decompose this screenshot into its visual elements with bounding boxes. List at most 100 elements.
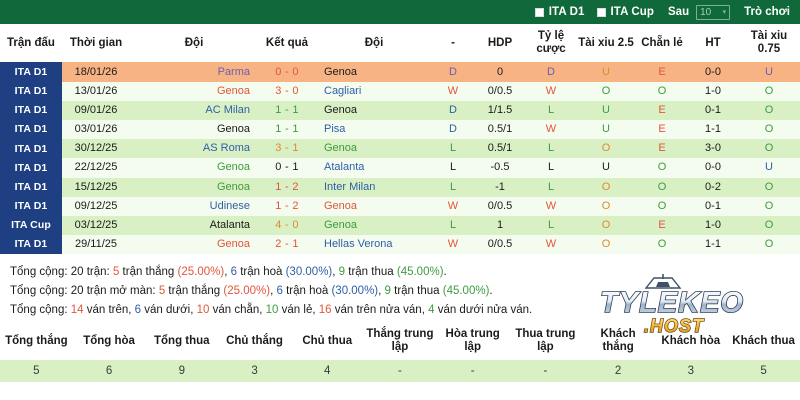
checkbox-icon[interactable]	[534, 7, 544, 17]
cell-ou075: O	[764, 142, 774, 155]
summary-segment: (45.00%)	[396, 266, 444, 279]
cell-odds: D	[547, 65, 555, 78]
col-ou25: Tài xiu 2.5	[576, 24, 636, 63]
summary-segment: trận hoà	[282, 284, 332, 297]
summary-segment: 9	[338, 266, 346, 279]
count-select[interactable]: 10 ▾	[696, 4, 731, 20]
cell-ou075: O	[764, 84, 774, 97]
cell-league: ITA D1	[0, 139, 62, 159]
summary-segment: (30.00%)	[331, 284, 379, 297]
cell-ht: 0-0	[705, 161, 721, 174]
filter-ita-cup[interactable]: ITA Cup	[596, 6, 655, 18]
cell-score: 1 - 1	[275, 123, 299, 136]
cell-time: 30/12/25	[74, 142, 118, 155]
summary-segment: (25.00%)	[223, 284, 271, 297]
count-select-value: 10	[700, 6, 712, 18]
cell-home-team: Udinese	[209, 199, 250, 212]
cell-home-team: Atalanta	[209, 219, 250, 232]
summary-segment: ,	[224, 266, 231, 279]
summary-segment: .	[443, 266, 447, 279]
cell-score: 3 - 0	[275, 84, 299, 97]
stats-col-header: Khách thua	[727, 322, 800, 361]
summary-segment: trận thua	[390, 284, 443, 297]
cell-odds: W	[545, 84, 557, 97]
cell-ht: 1-0	[705, 219, 721, 232]
cell-hdp: 0/0.5	[487, 238, 513, 251]
stats-col-header: Tổng thua	[145, 322, 219, 361]
summary-segment: (30.00%)	[285, 266, 333, 279]
cell-ou075: O	[764, 180, 774, 193]
col-away: Đội	[316, 24, 432, 63]
stats-value: -	[436, 360, 510, 383]
table-row[interactable]: ITA D1 09/01/26 AC Milan 1 - 1 Genoa D 1/1.5 L U…	[0, 100, 800, 120]
col-score: Kết quả	[258, 24, 316, 63]
summary-segment: ván dưới,	[141, 303, 197, 316]
cell-away-team: Genoa	[324, 199, 358, 212]
cell-result: W	[447, 199, 459, 212]
summary-segment: trận hoà	[237, 266, 286, 279]
table-row[interactable]: ITA D1 29/11/25 Genoa 2 - 1 Hellas Verona W 0/…	[0, 235, 800, 255]
table-row[interactable]: ITA D1 09/12/25 Udinese 1 - 2 Genoa W 0/0.5 W O O…	[0, 196, 800, 216]
cell-odds: L	[547, 180, 555, 193]
cell-result: L	[449, 142, 457, 155]
cell-home-team: Parma	[217, 65, 250, 78]
filter-ita-d1[interactable]: ITA D1	[534, 6, 585, 18]
cell-odds: L	[547, 103, 555, 116]
cell-odds: L	[547, 142, 555, 155]
cell-home-team: Genoa	[216, 123, 250, 136]
cell-time: 22/12/25	[74, 161, 118, 174]
cell-score: 3 - 1	[275, 142, 299, 155]
match-table-header: Trận đấu Thời gian Đội Kết quả Đội - HDP…	[0, 24, 800, 63]
summary-segment: trận thắng	[165, 284, 224, 297]
summary-segment: ván chẵn,	[209, 303, 266, 316]
cell-oddeven: O	[657, 199, 667, 212]
cell-time: 13/01/26	[74, 84, 118, 97]
cell-league: ITA Cup	[0, 215, 62, 236]
table-row[interactable]: ITA D1 15/12/25 Genoa 1 - 2 Inter Milan L -1 L O…	[0, 177, 800, 197]
cell-away-team: Cagliari	[324, 84, 362, 97]
checkbox-icon[interactable]	[596, 7, 606, 17]
summary-segment: ,	[270, 284, 277, 297]
cell-score: 2 - 1	[275, 238, 299, 251]
play-button[interactable]: Trò chơi	[744, 6, 790, 18]
cell-away-team: Genoa	[324, 65, 358, 78]
stats-value: -	[509, 360, 582, 383]
summary-segment: trận thua	[345, 266, 397, 279]
cell-oddeven: E	[658, 142, 666, 155]
toolbar: ITA D1 ITA Cup Sau 10 ▾ Trò chơi	[0, 0, 800, 24]
stats-value: 3	[218, 360, 291, 383]
stats-col-header: Tổng hòa	[72, 322, 146, 361]
cell-ou075: U	[765, 161, 773, 174]
stats-col-header: Hòa trung lập	[436, 322, 510, 361]
table-row[interactable]: ITA D1 30/12/25 AS Roma 3 - 1 Genoa L 0.5/1 L O E…	[0, 139, 800, 159]
table-row[interactable]: ITA D1 22/12/25 Genoa 0 - 1 Atalanta L -0.5 L U O…	[0, 158, 800, 178]
table-row[interactable]: ITA D1 03/01/26 Genoa 1 - 1 Pisa D 0.5/1 W U E 1-1…	[0, 120, 800, 140]
cell-ou075: O	[764, 103, 774, 116]
cell-home-team: AS Roma	[202, 142, 250, 155]
cell-result: D	[449, 103, 457, 116]
after-label: Sau	[668, 6, 690, 18]
cell-ou25: O	[601, 84, 611, 97]
cell-time: 03/01/26	[74, 123, 118, 136]
stats-value: 2	[581, 360, 655, 383]
col-ou075: Tài xiu 0.75	[738, 24, 800, 63]
table-row[interactable]: ITA D1 18/01/26 Parma 0 - 0 Genoa D 0 D U E 0-0 U	[0, 62, 800, 82]
filter-ita-cup-label: ITA Cup	[610, 6, 655, 18]
stats-value: 5	[0, 360, 73, 383]
stats-col-header: Chủ thua	[290, 322, 364, 361]
filter-ita-d1-label: ITA D1	[548, 6, 585, 18]
cell-score: 1 - 2	[275, 180, 299, 193]
cell-ou25: U	[602, 161, 610, 174]
cell-result: D	[449, 65, 457, 78]
cell-league: ITA D1	[0, 120, 62, 140]
summary-line-opening: Tổng cộng: 20 trận mở màn: 5 trận thắng …	[10, 282, 790, 301]
summary-line-total: Tổng cộng: 20 trận: 5 trận thắng (25.00%…	[10, 263, 790, 282]
cell-odds: L	[547, 161, 555, 174]
cell-oddeven: E	[658, 219, 666, 232]
cell-hdp: 0/0.5	[487, 199, 513, 212]
stats-value: 5	[727, 360, 800, 383]
cell-away-team: Atalanta	[324, 161, 365, 174]
summary-segment: 9	[384, 284, 391, 297]
table-row[interactable]: ITA D1 13/01/26 Genoa 3 - 0 Cagliari W 0/0.5 W O…	[0, 81, 800, 101]
table-row[interactable]: ITA Cup 03/12/25 Atalanta 4 - 0 Genoa L 1 L O E 1-…	[0, 215, 800, 236]
